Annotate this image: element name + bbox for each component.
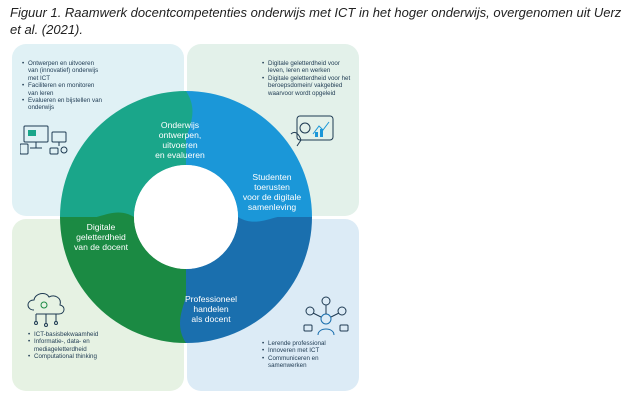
ring-label-top-left: Onderwijs ontwerpen, uitvoeren en evalue… — [155, 120, 205, 160]
list-item: Ontwerpen en uitvoeren van (innovatief) … — [22, 60, 102, 82]
monitors-icon — [20, 125, 68, 155]
ring-swirl-left — [60, 212, 134, 221]
bullet-list-top-right: Digitale geletterdheid voor leven, leren… — [262, 60, 352, 97]
list-item: ICT-basisbekwaamheid — [28, 331, 138, 339]
bullet-list-bottom-right: Lerende professional Innoveren met ICT C… — [262, 340, 352, 370]
ring-segment-top-left — [60, 91, 186, 217]
list-item: Evalueren en bijstellen van onderwijs — [22, 97, 102, 112]
list-item: Digitale geletterdheid voor leven, leren… — [262, 60, 352, 75]
ring-label-bottom-right: Professioneel handelen als docent — [184, 294, 238, 324]
list-item: Informatie-, data- en mediageletterdheid — [28, 338, 138, 353]
bullet-list-bottom-left: ICT-basisbekwaamheid Informatie-, data- … — [28, 331, 138, 361]
list-item: Lerende professional — [262, 340, 352, 348]
list-item: Digitale geletterdheid voor het beroepsd… — [262, 75, 352, 97]
tablet-icon — [290, 115, 334, 147]
ring-center — [134, 165, 238, 269]
ring-label-bottom-left: Digitale geletterdheid van de docent — [74, 222, 128, 252]
ring-segment-bottom-left — [60, 217, 186, 343]
network-icon — [303, 296, 349, 336]
ring-swirl-bottom — [180, 269, 189, 343]
ring-segment-top-right — [186, 91, 312, 217]
list-item: Computational thinking — [28, 353, 138, 361]
ring-segment-bottom-right — [186, 217, 312, 343]
list-item: Innoveren met ICT — [262, 347, 352, 355]
list-item: Communiceren en samenwerken — [262, 355, 352, 370]
bullet-list-top-left: Ontwerpen en uitvoeren van (innovatief) … — [22, 60, 102, 112]
figure-caption: Figuur 1. Raamwerk docentcompetenties on… — [10, 5, 622, 37]
ring-swirl-top — [183, 91, 193, 165]
list-item: Faciliteren en monitoren van leren — [22, 82, 102, 97]
ring-label-top-right: Studenten toerusten voor de digitale sam… — [242, 172, 302, 212]
cloud-icon — [27, 292, 65, 327]
ring-swirl-right — [238, 213, 312, 222]
